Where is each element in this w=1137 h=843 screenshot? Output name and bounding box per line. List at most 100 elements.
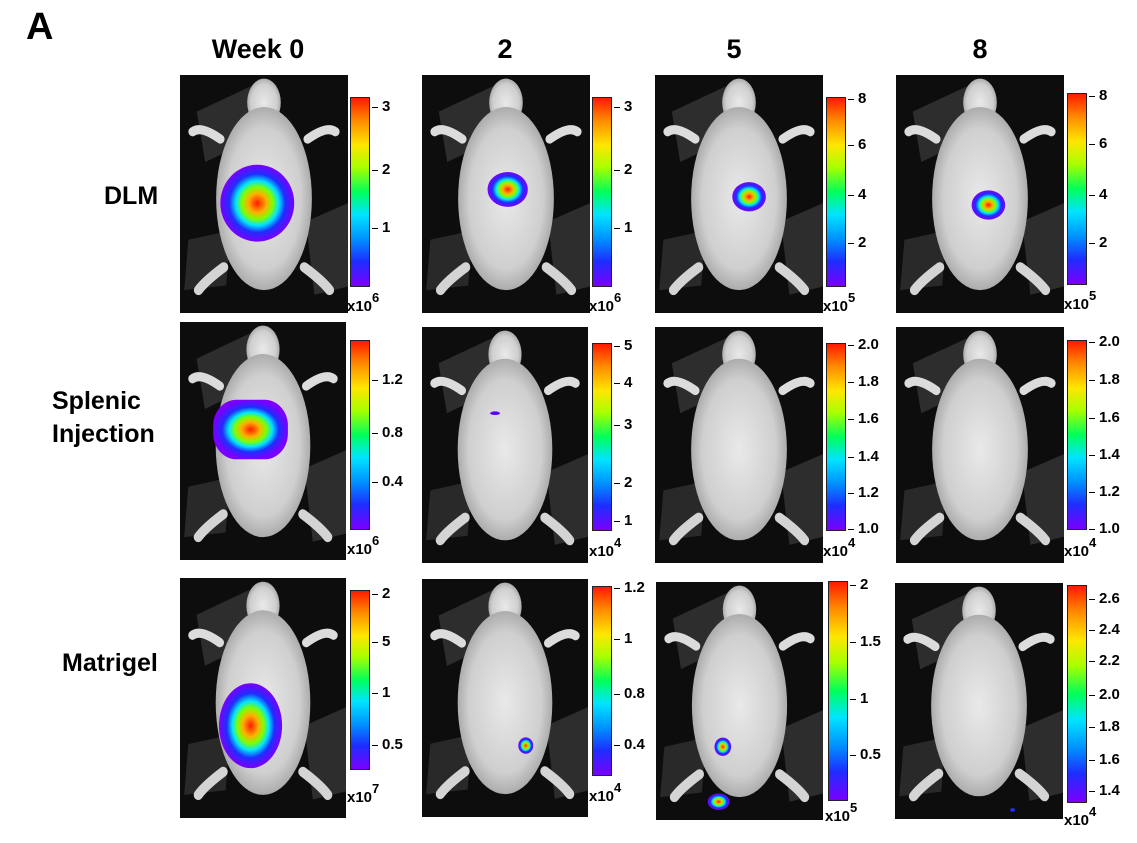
colorbar-tick: 2.0 — [1089, 686, 1120, 703]
colorbar-tick: 1.2 — [614, 579, 645, 596]
colorbar-tick: 1.2 — [1089, 483, 1120, 500]
colorbar-tick: 1 — [371, 684, 391, 701]
colorbar-tick: 0.8 — [372, 424, 403, 441]
colorbar-tick: 1.5 — [850, 633, 881, 650]
colorbar-tick: 2 — [371, 161, 391, 178]
colorbar-tick: 2.0 — [1089, 333, 1120, 350]
bioluminescence-signal — [487, 172, 528, 207]
colorbar-tick: 1 — [613, 219, 633, 236]
colorbar-tick: 0.4 — [614, 736, 645, 753]
colorbar-tick: 0.5 — [372, 736, 403, 753]
colorbar-multiplier: x106 — [589, 290, 622, 315]
row-label-line: Splenic — [52, 387, 141, 415]
bioluminescence-signal — [490, 411, 501, 416]
colorbar-tick: 1.6 — [848, 410, 879, 427]
bioluminescence-signal — [732, 182, 766, 212]
colorbar-tick: 1.2 — [848, 484, 879, 501]
mouse-image-matrigel-week-8 — [895, 583, 1063, 819]
bioluminescence-signal — [971, 190, 1006, 220]
colorbar-tick: 2 — [613, 474, 633, 491]
mouse-image-splenic-week-8 — [896, 327, 1064, 563]
colorbar-tick: 0.5 — [850, 746, 881, 763]
colorbar-tick: 8 — [1088, 87, 1108, 104]
colorbar-tick: 3 — [613, 416, 633, 433]
row-label-dlm: DLM — [104, 180, 158, 213]
colorbar-tick: 1.6 — [1089, 751, 1120, 768]
colorbar-tick: 1.2 — [372, 371, 403, 388]
bioluminescence-signal — [518, 737, 534, 754]
colorbar-multiplier: x104 — [1064, 535, 1097, 560]
colorbar-tick: 1.8 — [1089, 718, 1120, 735]
column-header-week-0: Week 0 — [211, 34, 305, 64]
mouse-image-dlm-week-8 — [896, 75, 1064, 313]
colorbar-tick: 2 — [849, 576, 869, 593]
bioluminescence-signal — [707, 793, 730, 810]
column-header-week-8: 8 — [972, 34, 988, 64]
colorbar-multiplier: x104 — [589, 535, 622, 560]
colorbar-multiplier: x104 — [823, 535, 856, 560]
colorbar-tick: 1 — [849, 690, 869, 707]
colorbar-tick: 1.4 — [1089, 446, 1120, 463]
colorbar-tick: 4 — [847, 186, 867, 203]
mouse-image-matrigel-week-0 — [180, 578, 346, 818]
colorbar-tick: 0.4 — [372, 473, 403, 490]
mouse-image-splenic-week-0 — [180, 322, 346, 560]
mouse-image-matrigel-week-5 — [656, 582, 823, 820]
panel-label: A — [26, 6, 54, 48]
row-label-splenic-injection: Splenic Injection — [52, 385, 155, 451]
mouse-image-matrigel-week-2 — [422, 579, 588, 817]
colorbar-tick: 5 — [613, 337, 633, 354]
colorbar-tick: 1.8 — [848, 373, 879, 390]
colorbar-tick: 1.4 — [848, 448, 879, 465]
row-label-line: Injection — [52, 420, 155, 448]
colorbar-tick: 6 — [1088, 135, 1108, 152]
colorbar-multiplier: x104 — [589, 780, 622, 805]
colorbar-tick: 5 — [371, 633, 391, 650]
colorbar-multiplier: x105 — [825, 800, 858, 825]
colorbar-tick: 2 — [847, 234, 867, 251]
row-label-line: DLM — [104, 182, 159, 210]
colorbar-tick: 0.8 — [614, 685, 645, 702]
bioluminescence-signal — [220, 164, 295, 242]
colorbar-tick: 2 — [1088, 234, 1108, 251]
colorbar-tick: 2 — [371, 585, 391, 602]
mouse-image-dlm-week-2 — [422, 75, 590, 313]
mouse-image-dlm-week-5 — [655, 75, 823, 313]
colorbar-tick: 3 — [613, 98, 633, 115]
colorbar-multiplier: x105 — [823, 290, 856, 315]
colorbar-multiplier: x104 — [1064, 804, 1097, 829]
colorbar-tick: 4 — [613, 374, 633, 391]
row-label-line: Matrigel — [62, 649, 158, 677]
colorbar-multiplier: x106 — [347, 290, 380, 315]
colorbar-tick: 1 — [371, 219, 391, 236]
colorbar-tick: 8 — [847, 90, 867, 107]
column-header-week-5: 5 — [726, 34, 742, 64]
colorbar-tick: 4 — [1088, 186, 1108, 203]
bioluminescence-signal — [219, 683, 283, 769]
bioluminescence-signal — [213, 399, 288, 460]
colorbar-tick: 1.4 — [1089, 782, 1120, 799]
colorbar-tick: 2.4 — [1089, 621, 1120, 638]
bioluminescence-signal — [714, 737, 732, 756]
colorbar-tick: 1.6 — [1089, 409, 1120, 426]
colorbar-tick: 6 — [847, 136, 867, 153]
row-label-matrigel: Matrigel — [62, 647, 158, 680]
colorbar-multiplier: x107 — [347, 781, 380, 806]
colorbar-tick: 1.8 — [1089, 371, 1120, 388]
colorbar-tick: 2.6 — [1089, 590, 1120, 607]
bioluminescence-signal — [1010, 808, 1016, 812]
colorbar-tick: 2 — [613, 161, 633, 178]
colorbar-tick: 2.2 — [1089, 652, 1120, 669]
colorbar-tick: 1.0 — [1089, 520, 1120, 537]
column-header-week-2: 2 — [497, 34, 513, 64]
mouse-image-dlm-week-0 — [180, 75, 348, 313]
colorbar-multiplier: x106 — [347, 533, 380, 558]
colorbar-tick: 1 — [613, 512, 633, 529]
colorbar-tick: 2.0 — [848, 336, 879, 353]
colorbar-multiplier: x105 — [1064, 288, 1097, 313]
colorbar-tick: 1.0 — [848, 520, 879, 537]
colorbar-tick: 1 — [613, 630, 633, 647]
mouse-image-splenic-week-2 — [422, 327, 588, 563]
mouse-image-splenic-week-5 — [655, 327, 823, 563]
colorbar-tick: 3 — [371, 98, 391, 115]
